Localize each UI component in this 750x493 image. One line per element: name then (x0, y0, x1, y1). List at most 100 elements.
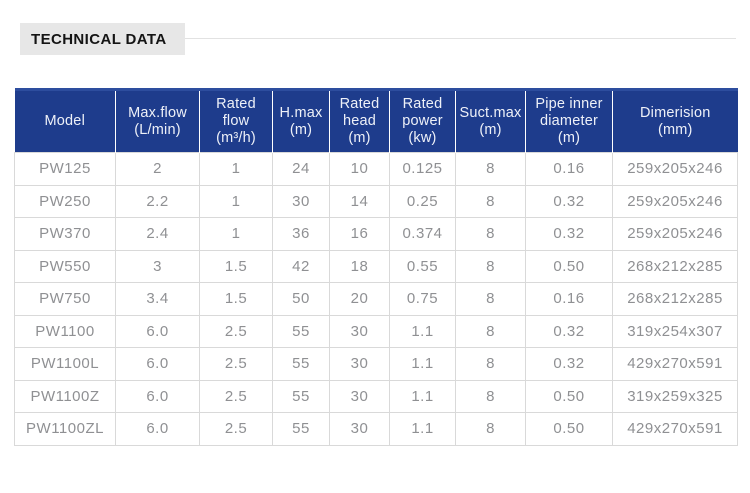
cell-rated-head: 20 (329, 282, 390, 316)
cell-rated-flow: 2.5 (199, 412, 273, 446)
cell-max-flow: 6.0 (115, 379, 200, 413)
cell-rated-flow: 2.5 (199, 347, 273, 381)
cell-dimerision: 268x212x285 (612, 282, 738, 316)
cell-suct-max: 8 (455, 249, 526, 283)
cell-suct-max: 8 (455, 314, 526, 348)
cell-pipe-inner-diameter: 0.32 (525, 184, 613, 218)
cell-pipe-inner-diameter: 0.16 (525, 282, 613, 316)
cell-suct-max: 8 (455, 282, 526, 316)
header-label: Max.flow (128, 104, 187, 121)
cell-h-max: 42 (272, 249, 330, 283)
table-row: PW370 2.4 1 36 16 0.374 8 0.32 259x205x246 (14, 217, 738, 251)
cell-model: PW1100ZL (14, 412, 116, 446)
table-row: PW1100 6.0 2.5 55 30 1.1 8 0.32 319x254x307 (14, 314, 738, 348)
cell-dimerision: 429x270x591 (612, 412, 738, 446)
table-row: PW1100ZL 6.0 2.5 55 30 1.1 8 0.50 429x270x591 (14, 412, 738, 446)
column-header-pipe-inner-diameter: Pipe inner diameter (m) (525, 88, 613, 153)
cell-suct-max: 8 (455, 152, 526, 186)
column-header-model: Model (14, 88, 116, 153)
cell-rated-flow: 1.5 (199, 282, 273, 316)
cell-rated-power: 0.374 (389, 217, 456, 251)
cell-pipe-inner-diameter: 0.50 (525, 379, 613, 413)
column-header-rated-head: Rated head (m) (329, 88, 390, 153)
cell-h-max: 30 (272, 184, 330, 218)
header-unit: (kw) (408, 130, 437, 146)
table-body: PW125 2 1 24 10 0.125 8 0.16 259x205x246 PW250 2.2… (14, 152, 738, 446)
cell-model: PW370 (14, 217, 116, 251)
cell-model: PW250 (14, 184, 116, 218)
header-label: Model (44, 113, 85, 129)
cell-h-max: 36 (272, 217, 330, 251)
cell-suct-max: 8 (455, 184, 526, 218)
header-row: Model Max.flow (L/min) Rated flow (m³/h) H.ma… (14, 88, 738, 153)
cell-model: PW1100 (14, 314, 116, 348)
header-label: Suct.max (459, 104, 522, 121)
cell-dimerision: 259x205x246 (612, 217, 738, 251)
cell-rated-power: 0.125 (389, 152, 456, 186)
header-label: Rated head (339, 96, 380, 129)
column-header-h-max: H.max (m) (272, 88, 330, 153)
cell-pipe-inner-diameter: 0.32 (525, 347, 613, 381)
cell-rated-head: 30 (329, 379, 390, 413)
cell-rated-power: 1.1 (389, 314, 456, 348)
title-divider-line (185, 38, 736, 39)
header-unit: (mm) (657, 121, 693, 138)
cell-rated-flow: 2.5 (199, 314, 273, 348)
header-unit: (m³/h) (216, 130, 256, 146)
column-header-suct-max: Suct.max (m) (455, 88, 526, 153)
cell-max-flow: 3.4 (115, 282, 200, 316)
cell-rated-power: 0.75 (389, 282, 456, 316)
cell-max-flow: 2.4 (115, 217, 200, 251)
cell-dimerision: 268x212x285 (612, 249, 738, 283)
cell-pipe-inner-diameter: 0.32 (525, 217, 613, 251)
cell-rated-flow: 1 (199, 152, 273, 186)
technical-data-table: Model Max.flow (L/min) Rated flow (m³/h) H.ma… (14, 88, 738, 446)
cell-rated-head: 30 (329, 314, 390, 348)
header-unit: (m) (289, 121, 313, 138)
cell-model: PW750 (14, 282, 116, 316)
cell-h-max: 55 (272, 347, 330, 381)
cell-rated-power: 0.55 (389, 249, 456, 283)
header-unit: (m) (348, 130, 371, 146)
header-unit: (m) (557, 130, 581, 146)
table-row: PW750 3.4 1.5 50 20 0.75 8 0.16 268x212x285 (14, 282, 738, 316)
header-label: Pipe inner diameter (535, 96, 603, 129)
cell-rated-head: 30 (329, 347, 390, 381)
cell-dimerision: 259x205x246 (612, 152, 738, 186)
cell-h-max: 50 (272, 282, 330, 316)
cell-max-flow: 3 (115, 249, 200, 283)
column-header-rated-power: Rated power (kw) (389, 88, 456, 153)
cell-rated-head: 18 (329, 249, 390, 283)
cell-rated-head: 10 (329, 152, 390, 186)
cell-h-max: 55 (272, 379, 330, 413)
cell-suct-max: 8 (455, 347, 526, 381)
cell-suct-max: 8 (455, 217, 526, 251)
cell-suct-max: 8 (455, 379, 526, 413)
header-unit: (m) (479, 121, 502, 138)
cell-model: PW1100L (14, 347, 116, 381)
cell-max-flow: 2.2 (115, 184, 200, 218)
header-label: Rated flow (216, 96, 256, 129)
cell-max-flow: 2 (115, 152, 200, 186)
cell-model: PW1100Z (14, 379, 116, 413)
cell-dimerision: 429x270x591 (612, 347, 738, 381)
column-header-max-flow: Max.flow (L/min) (115, 88, 200, 153)
table-header: Model Max.flow (L/min) Rated flow (m³/h) H.ma… (14, 88, 738, 153)
cell-h-max: 55 (272, 412, 330, 446)
cell-max-flow: 6.0 (115, 347, 200, 381)
cell-h-max: 55 (272, 314, 330, 348)
header-label: H.max (279, 104, 323, 121)
cell-rated-power: 1.1 (389, 412, 456, 446)
cell-model: PW125 (14, 152, 116, 186)
section-title-box: TECHNICAL DATA (20, 23, 185, 55)
cell-dimerision: 259x205x246 (612, 184, 738, 218)
cell-max-flow: 6.0 (115, 412, 200, 446)
cell-rated-head: 30 (329, 412, 390, 446)
cell-max-flow: 6.0 (115, 314, 200, 348)
cell-dimerision: 319x254x307 (612, 314, 738, 348)
cell-pipe-inner-diameter: 0.50 (525, 249, 613, 283)
header-label: Rated power (402, 96, 443, 129)
header-unit: (L/min) (134, 121, 181, 138)
cell-dimerision: 319x259x325 (612, 379, 738, 413)
cell-suct-max: 8 (455, 412, 526, 446)
